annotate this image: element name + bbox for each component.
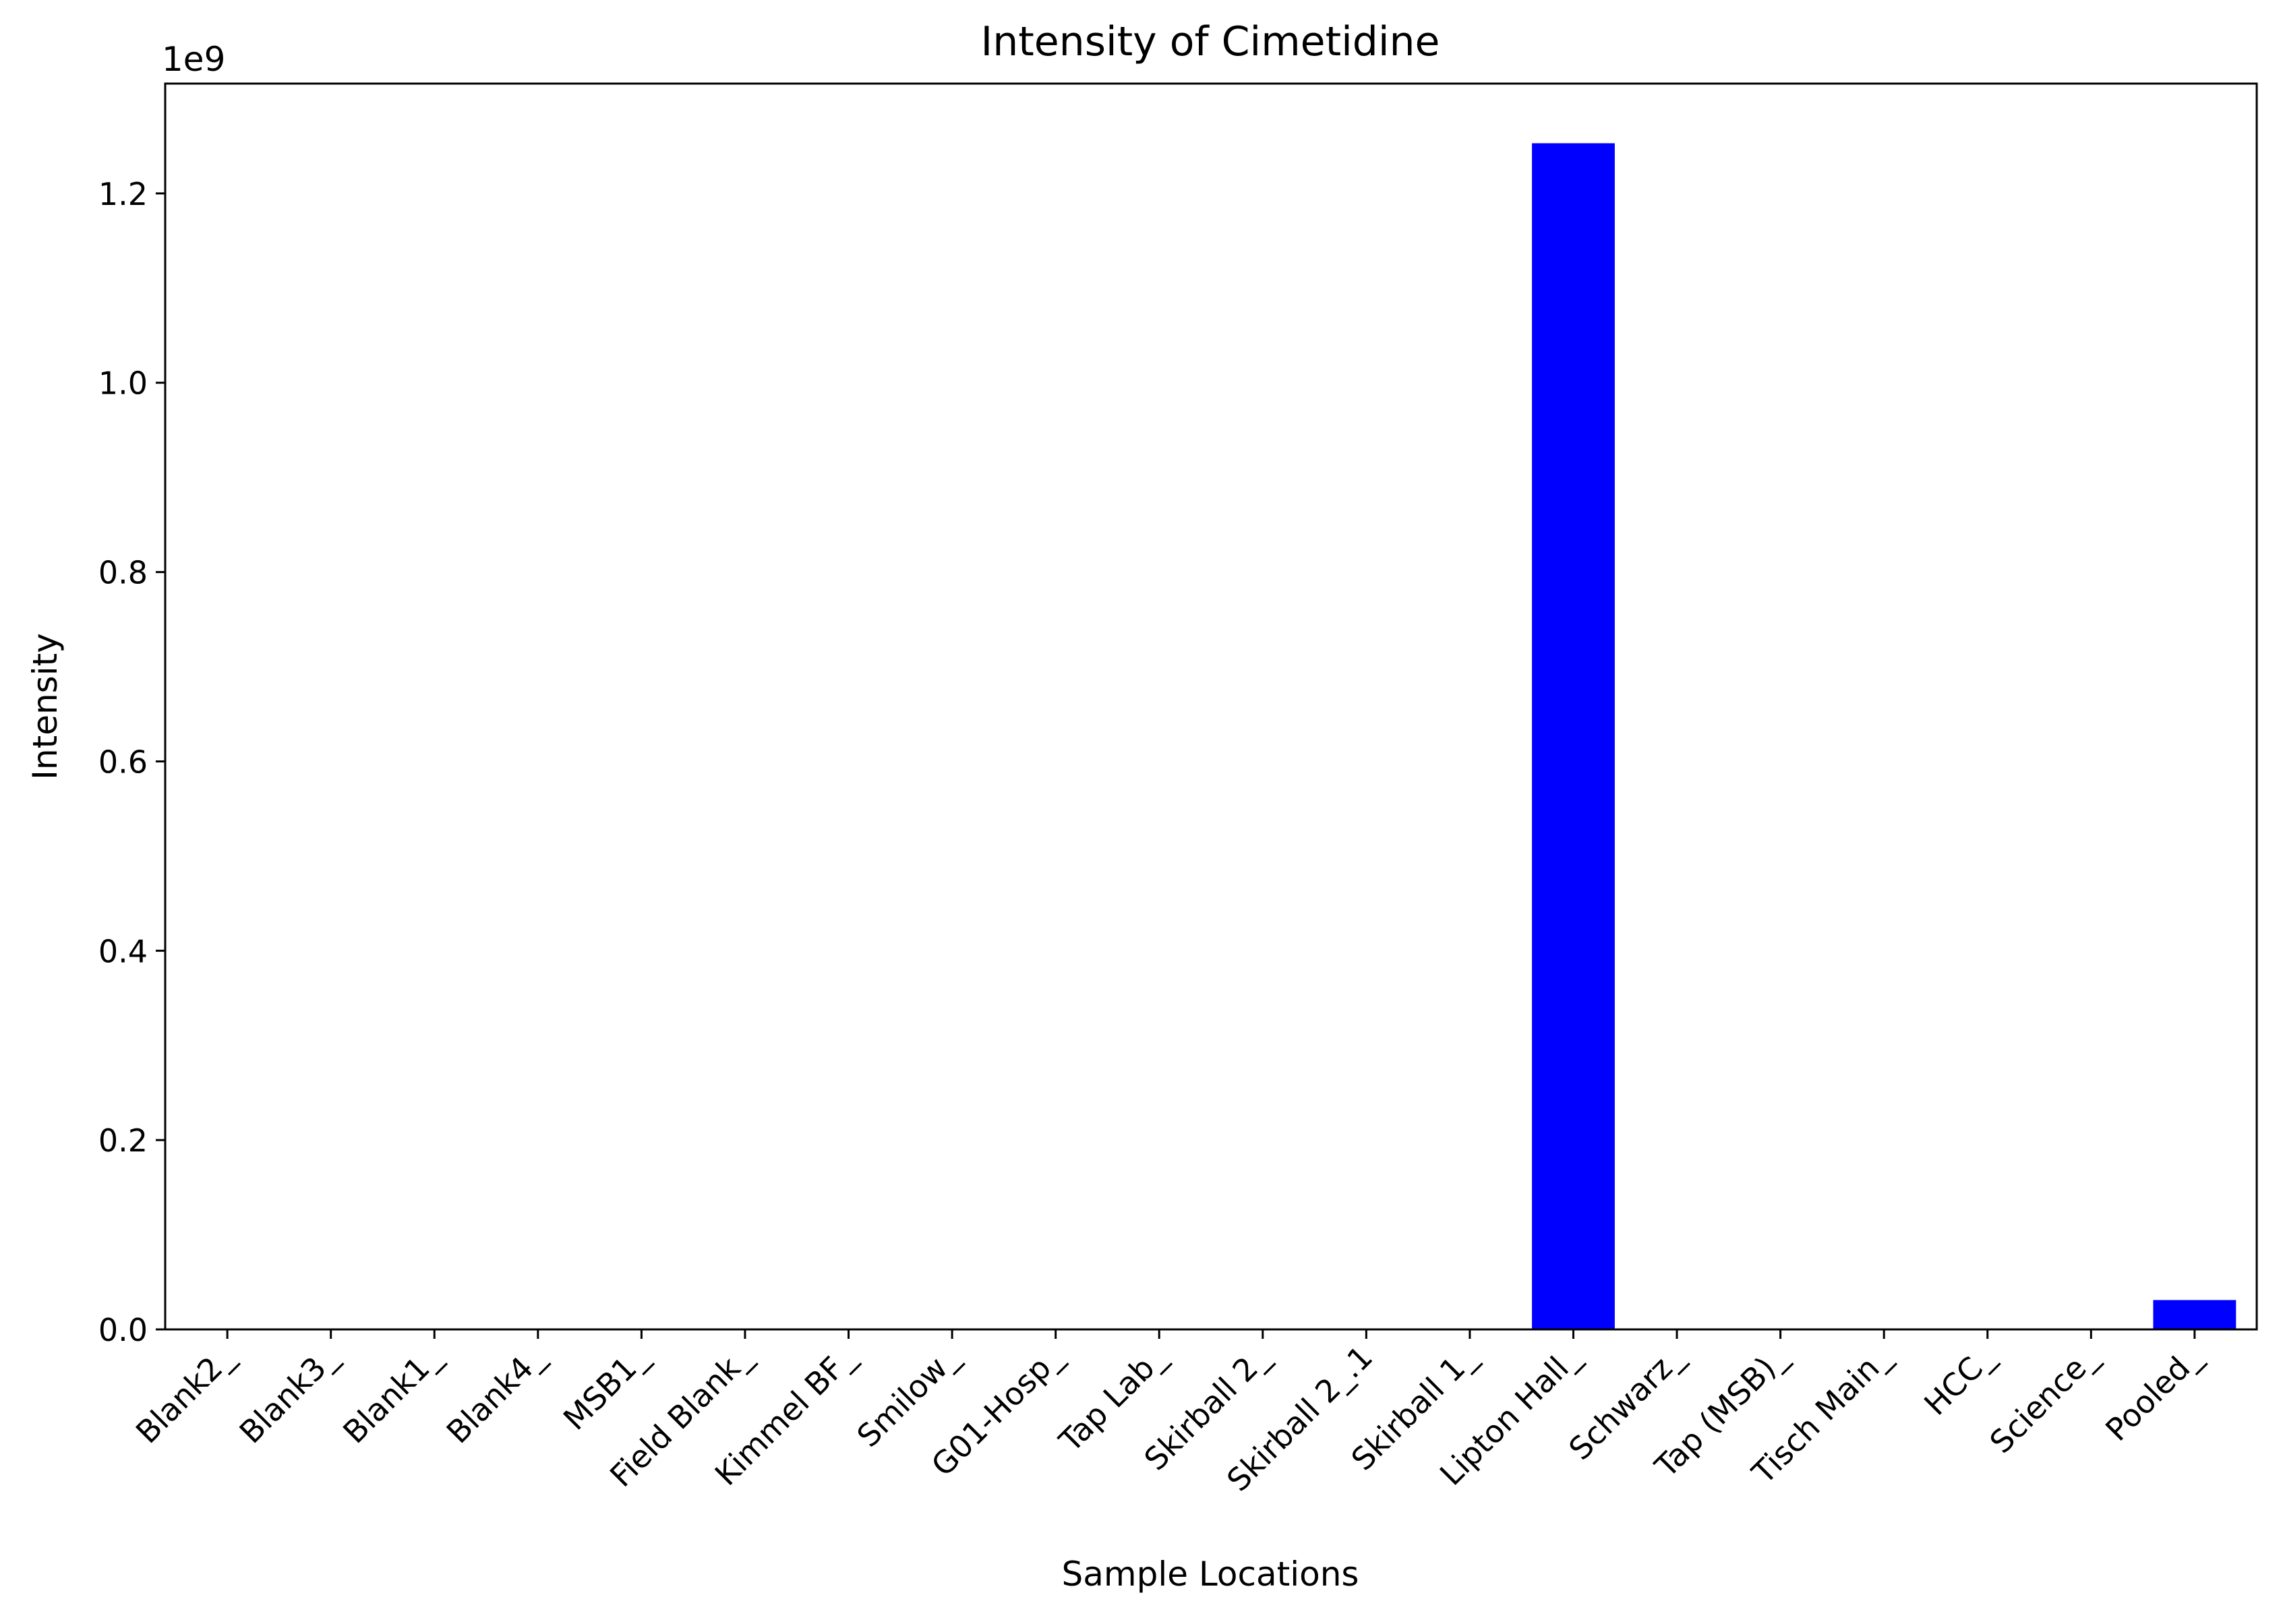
y-axis-label: Intensity [26,633,65,780]
y-axis-offset-label: 1e9 [162,40,225,79]
plot-frame [164,82,2258,1331]
bar [1532,143,1615,1330]
y-tick-label: 0.4 [98,933,148,969]
y-tick-label: 1.2 [98,176,148,212]
y-tick-label: 1.0 [98,365,148,402]
y-tick-label: 0.8 [98,555,148,591]
x-axis-label: Sample Locations [1062,1555,1359,1594]
chart-title: Intensity of Cimetidine [981,18,1440,65]
y-tick-label: 0.0 [98,1312,148,1348]
bar [2153,1300,2236,1329]
y-tick-label: 0.6 [98,744,148,780]
bars-layer [1532,143,2236,1330]
y-tick-label: 0.2 [98,1122,148,1159]
y-axis-ticks: 0.0 0.2 0.4 0.6 0.8 1.0 1.2 [98,176,165,1348]
